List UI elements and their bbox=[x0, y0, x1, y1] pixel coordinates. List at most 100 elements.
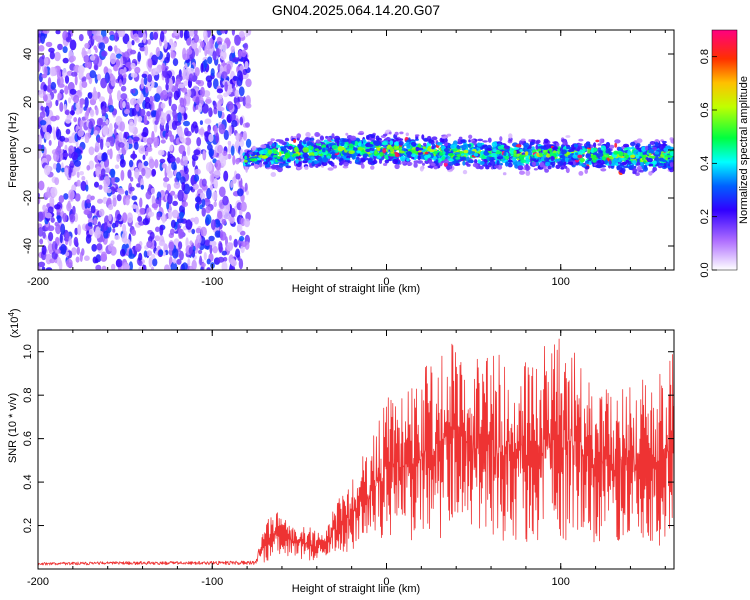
x-tick-label: -100 bbox=[201, 276, 223, 288]
heatmap-cell bbox=[154, 93, 161, 103]
heatmap-cell bbox=[191, 228, 196, 235]
heatmap-cell bbox=[563, 165, 568, 169]
heatmap-cell bbox=[79, 100, 83, 109]
heatmap-cell bbox=[383, 163, 388, 166]
heatmap-cell bbox=[336, 156, 341, 160]
heatmap-cell bbox=[382, 147, 387, 154]
heatmap-cell bbox=[549, 151, 554, 158]
heatmap-cell bbox=[185, 237, 189, 248]
heatmap-cell bbox=[118, 79, 122, 87]
heatmap-cell bbox=[56, 69, 62, 80]
heatmap-cell bbox=[524, 151, 529, 156]
heatmap-cell bbox=[161, 89, 168, 99]
heatmap-cell bbox=[560, 167, 565, 170]
heatmap-cell bbox=[38, 261, 46, 268]
heatmap-cell bbox=[100, 77, 107, 89]
heatmap-cell bbox=[110, 75, 116, 87]
heatmap-cell bbox=[113, 64, 119, 72]
heatmap-cell bbox=[241, 241, 247, 248]
heatmap-cell bbox=[178, 241, 183, 250]
heatmap-cell bbox=[131, 40, 135, 46]
heatmap-cell bbox=[59, 102, 64, 112]
heatmap-cell bbox=[101, 265, 107, 270]
heatmap-cell bbox=[213, 78, 219, 90]
heatmap-cell bbox=[228, 235, 232, 241]
heatmap-cell bbox=[308, 145, 312, 150]
heatmap-cell bbox=[68, 168, 72, 178]
heatmap-cell bbox=[350, 135, 357, 141]
heatmap-cell bbox=[477, 138, 484, 142]
heatmap-cell bbox=[662, 140, 667, 144]
heatmap-cell bbox=[44, 131, 51, 141]
heatmap-cell bbox=[55, 224, 62, 235]
heatmap-cell bbox=[98, 96, 105, 103]
heatmap-cell bbox=[228, 125, 232, 137]
heatmap-cell bbox=[232, 75, 238, 82]
heatmap-cell bbox=[245, 122, 250, 128]
heatmap-cell bbox=[177, 112, 182, 123]
heatmap-cell bbox=[450, 144, 457, 149]
heatmap-cell bbox=[343, 152, 348, 156]
heatmap-cell bbox=[81, 175, 86, 181]
heatmap-cell bbox=[525, 170, 531, 176]
heatmap-cell bbox=[220, 30, 226, 34]
heatmap-cell bbox=[496, 160, 500, 166]
heatmap-cell bbox=[117, 142, 125, 148]
heatmap-cell bbox=[54, 243, 58, 250]
heatmap-cell bbox=[164, 132, 168, 140]
heatmap-cell bbox=[356, 150, 361, 154]
heatmap-cell bbox=[527, 150, 533, 156]
heatmap-cell bbox=[370, 165, 375, 170]
heatmap-cell bbox=[130, 72, 138, 78]
heatmap-cell bbox=[529, 141, 535, 146]
heatmap-cell bbox=[468, 134, 473, 139]
heatmap-cell bbox=[245, 164, 252, 167]
colorbar-tick-label: 0.8 bbox=[699, 49, 711, 64]
heatmap-cell bbox=[343, 143, 348, 149]
heatmap-cell bbox=[95, 107, 99, 116]
heatmap-cell bbox=[188, 73, 194, 82]
heatmap-cell bbox=[200, 226, 207, 237]
y-tick-label: -20 bbox=[22, 190, 34, 206]
heatmap-cell bbox=[522, 147, 526, 152]
heatmap-cell bbox=[73, 94, 80, 104]
heatmap-cell bbox=[213, 101, 217, 110]
heatmap-cell bbox=[519, 154, 525, 161]
heatmap-cell bbox=[69, 213, 76, 223]
heatmap-cell bbox=[182, 53, 190, 61]
heatmap-cell bbox=[413, 160, 418, 165]
heatmap-cell bbox=[562, 155, 566, 161]
heatmap-cell bbox=[238, 86, 245, 97]
heatmap-cell bbox=[185, 96, 191, 105]
heatmap-cell bbox=[89, 109, 95, 118]
heatmap-cell bbox=[110, 168, 116, 178]
heatmap-cell bbox=[60, 223, 66, 235]
heatmap-cell bbox=[656, 149, 663, 153]
heatmap-cell bbox=[392, 158, 399, 165]
heatmap-cell bbox=[147, 211, 155, 217]
heatmap-cell bbox=[171, 209, 179, 219]
heatmap-cell bbox=[183, 113, 188, 120]
heatmap-cell bbox=[648, 148, 655, 155]
heatmap-cell bbox=[58, 259, 63, 270]
heatmap-cell bbox=[113, 177, 120, 183]
heatmap-cell bbox=[646, 157, 654, 163]
heatmap-cell bbox=[151, 266, 154, 270]
heatmap-cell bbox=[238, 50, 242, 59]
heatmap-cell bbox=[65, 109, 70, 116]
heatmap-cell bbox=[491, 141, 498, 147]
heatmap-cell bbox=[515, 153, 520, 157]
heatmap-cell bbox=[105, 166, 110, 174]
heatmap-cell bbox=[56, 128, 62, 140]
heatmap-cell bbox=[144, 102, 151, 109]
heatmap-cell bbox=[93, 217, 98, 226]
heatmap-cell bbox=[38, 149, 42, 159]
heatmap-cell bbox=[318, 151, 322, 155]
heatmap-cell bbox=[405, 151, 412, 156]
heatmap-cell bbox=[208, 107, 213, 118]
heatmap-cell bbox=[160, 30, 165, 43]
heatmap-cell bbox=[111, 263, 116, 270]
heatmap-cell bbox=[460, 153, 465, 156]
y-tick-label: 0.8 bbox=[22, 388, 34, 403]
heatmap-cell bbox=[172, 200, 179, 206]
